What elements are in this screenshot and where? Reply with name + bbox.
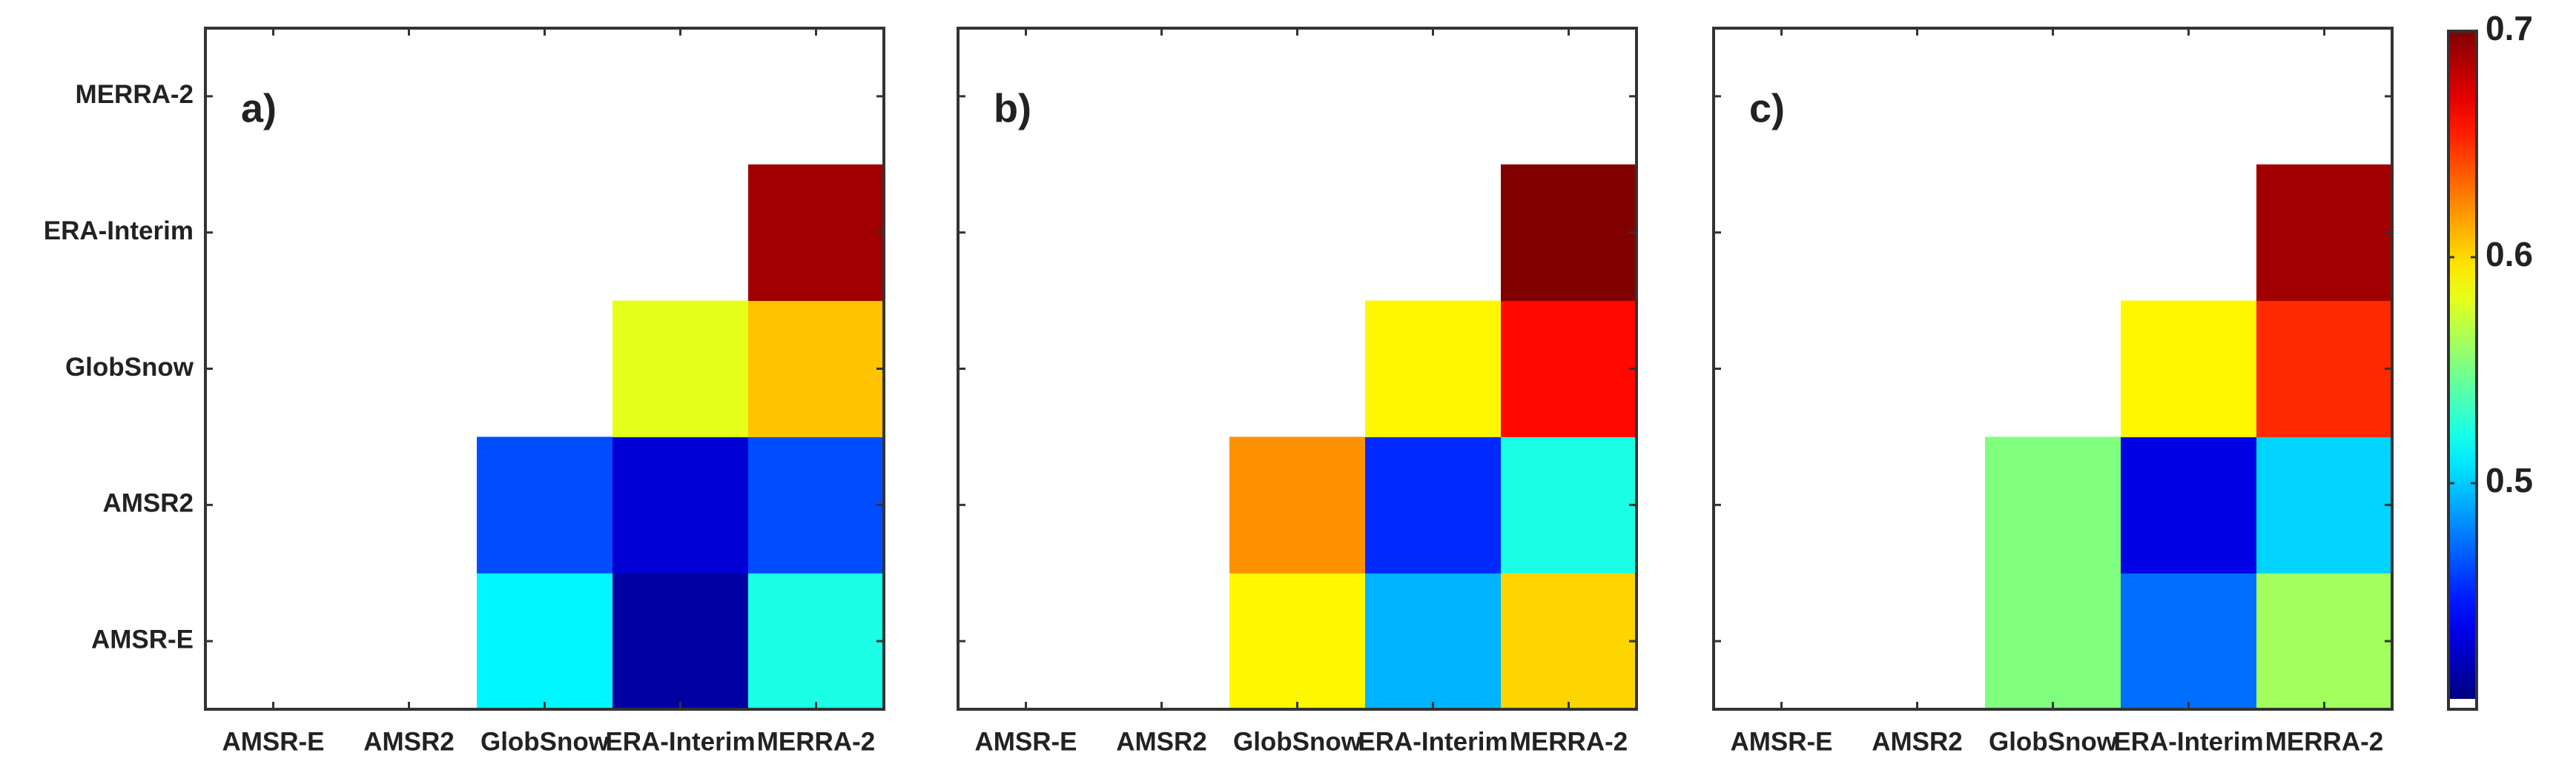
heatmap-cell	[1365, 573, 1502, 710]
heatmap-cell	[1501, 164, 1637, 302]
heatmap-cell	[748, 300, 885, 437]
colorbar	[2448, 31, 2477, 699]
heatmap-cell	[1985, 573, 2121, 710]
x-tick-label: GlobSnow	[1233, 727, 1362, 756]
x-tick-label: AMSR-E	[222, 727, 324, 756]
heatmap-cell	[1985, 437, 2121, 574]
heatmap-cell	[612, 437, 749, 574]
y-tick-label: AMSR-E	[91, 625, 194, 654]
heatmap-cell	[748, 164, 885, 302]
heatmap-cell	[2121, 573, 2257, 710]
heatmap-cell	[1501, 437, 1637, 574]
x-tick-label: AMSR-E	[974, 727, 1077, 756]
x-tick-label: AMSR2	[1116, 727, 1207, 756]
x-tick-label: AMSR2	[363, 727, 455, 756]
y-tick-label: MERRA-2	[76, 80, 194, 109]
x-tick-label: MERRA-2	[2265, 727, 2383, 756]
heatmap-cell	[477, 573, 613, 710]
heatmap-cell	[2256, 300, 2393, 437]
y-tick-label: GlobSnow	[65, 353, 194, 382]
x-tick-label: GlobSnow	[1989, 727, 2118, 756]
x-tick-label: AMSR2	[1872, 727, 1963, 756]
heatmap-cell	[1365, 300, 1502, 437]
heatmap-cell	[2121, 437, 2257, 574]
heatmap-cell	[1229, 437, 1366, 574]
y-tick-label: AMSR2	[102, 489, 194, 518]
heatmap-cell	[477, 437, 613, 574]
x-tick-label: AMSR-E	[1730, 727, 1832, 756]
heatmap-cell	[748, 573, 885, 710]
colorbar-tick-label: 0.5	[2486, 461, 2533, 500]
heatmap-cell	[1365, 437, 1502, 574]
colorbar-tick-label: 0.7	[2486, 9, 2533, 47]
heatmap-cell	[1229, 573, 1366, 710]
heatmap-cell	[612, 300, 749, 437]
heatmap-cell	[612, 573, 749, 710]
x-tick-label: ERA-Interim	[2113, 727, 2263, 756]
x-tick-label: GlobSnow	[480, 727, 610, 756]
heatmap-cell	[748, 437, 885, 574]
x-tick-label: ERA-Interim	[1358, 727, 1507, 756]
heatmap-cell	[2256, 437, 2393, 574]
panel-label: a)	[241, 86, 277, 130]
colorbar-tick-label: 0.6	[2486, 235, 2533, 273]
panel-label: b)	[994, 86, 1031, 130]
x-tick-label: MERRA-2	[1510, 727, 1628, 756]
heatmap-cell	[1501, 300, 1637, 437]
heatmap-cell	[2256, 573, 2393, 710]
heatmap-cell	[2256, 164, 2393, 302]
x-tick-label: ERA-Interim	[605, 727, 755, 756]
x-tick-label: MERRA-2	[757, 727, 875, 756]
heatmap-cell	[1501, 573, 1637, 710]
panel-label: c)	[1749, 86, 1785, 130]
y-tick-label: ERA-Interim	[44, 216, 194, 245]
colorbar-frame	[2447, 30, 2478, 711]
heatmap-cell	[2121, 300, 2257, 437]
